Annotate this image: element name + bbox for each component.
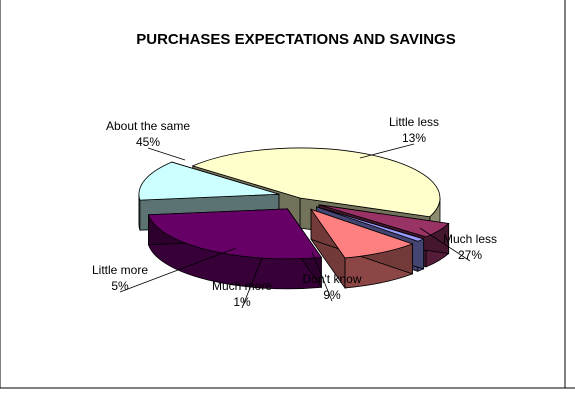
slice-don-t-know [310, 208, 414, 290]
slice-label-don-t-know: Don't know [303, 272, 362, 286]
leader-line-little-more [119, 247, 237, 293]
slice-label-much-less: Much less [443, 232, 497, 246]
slice-label-much-more: Much more [212, 279, 272, 293]
slice-label-about-the-same: About the same [106, 119, 190, 133]
leader-line-don-t-know [311, 251, 333, 302]
slice-percent-about-the-same: 45% [136, 135, 160, 149]
slice-top-face [310, 208, 414, 259]
chart-title: PURCHASES EXPECTATIONS AND SAVINGS [136, 31, 455, 48]
slice-percent-much-more: 1% [233, 295, 251, 309]
slices-layer [138, 147, 450, 290]
slice-percent-little-less: 13% [402, 131, 426, 145]
slice-much-less [147, 207, 323, 290]
slice-top-face [147, 208, 323, 260]
slice-top-face [318, 204, 450, 238]
slice-percent-much-less: 27% [458, 248, 482, 262]
slice-labels: About the same 45% Little less 13% Much less… [92, 115, 497, 309]
leader-line-little-less [359, 143, 415, 159]
slice-label-little-less: Little less [389, 115, 439, 129]
slice-top-face [316, 206, 425, 242]
slice-top-face [138, 161, 280, 201]
slice-label-little-more: Little more [92, 263, 148, 277]
leader-lines [119, 143, 471, 309]
slice-percent-don-t-know: 9% [323, 288, 341, 302]
slice-percent-little-more: 5% [111, 279, 129, 293]
leader-line-much-more [241, 257, 263, 309]
leader-line-about-the-same [147, 147, 186, 161]
leader-line-much-less [419, 227, 471, 262]
